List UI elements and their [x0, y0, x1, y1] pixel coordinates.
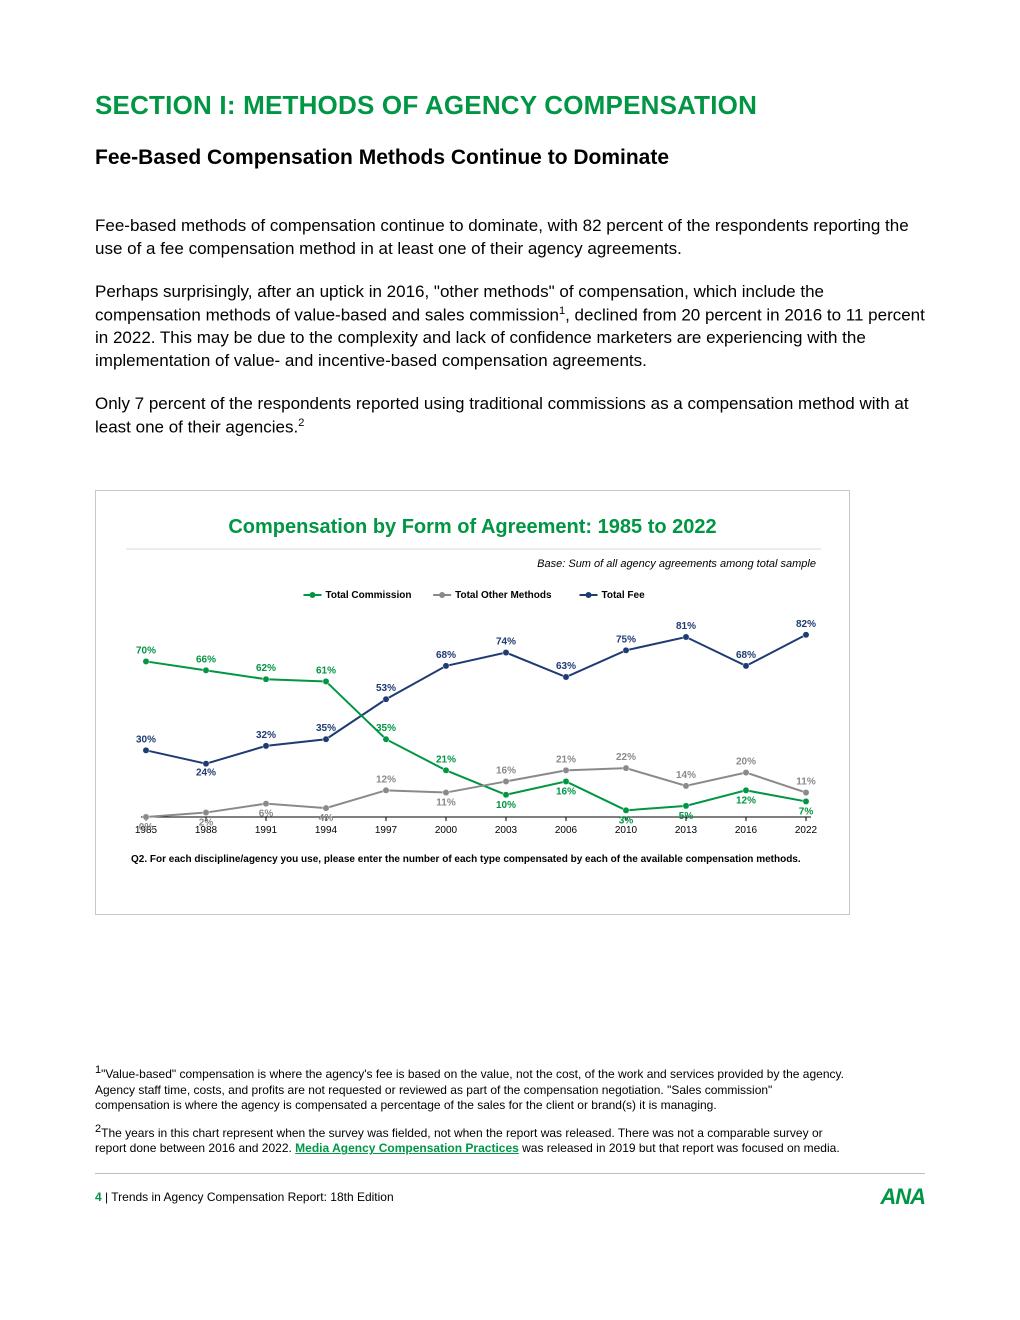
svg-text:5%: 5%	[679, 811, 694, 822]
chart-container: Compensation by Form of Agreement: 1985 …	[95, 490, 850, 915]
footnotes: 1"Value-based" compensation is where the…	[95, 1063, 850, 1165]
svg-text:12%: 12%	[376, 774, 396, 785]
page-number: 4	[95, 1190, 102, 1204]
svg-text:1997: 1997	[375, 825, 398, 836]
svg-text:68%: 68%	[436, 650, 456, 661]
line-chart: Base: Sum of all agency agreements among…	[126, 547, 821, 887]
footer-sep: |	[102, 1190, 112, 1204]
svg-text:35%: 35%	[376, 723, 396, 734]
svg-text:Base: Sum of all agency agreem: Base: Sum of all agency agreements among…	[537, 558, 816, 570]
paragraph-1: Fee-based methods of compensation contin…	[95, 215, 925, 261]
svg-text:4%: 4%	[319, 813, 334, 824]
footer-left: 4 | Trends in Agency Compensation Report…	[95, 1190, 394, 1204]
svg-text:14%: 14%	[676, 770, 696, 781]
footnote-2: 2The years in this chart represent when …	[95, 1122, 850, 1157]
svg-text:35%: 35%	[316, 723, 336, 734]
svg-text:63%: 63%	[556, 661, 576, 672]
svg-text:2022: 2022	[795, 825, 818, 836]
svg-text:11%: 11%	[796, 776, 816, 787]
report-title: Trends in Agency Compensation Report: 18…	[111, 1190, 393, 1204]
svg-text:20%: 20%	[736, 756, 756, 767]
page-footer: 4 | Trends in Agency Compensation Report…	[95, 1173, 925, 1210]
svg-text:74%: 74%	[496, 636, 516, 647]
ana-logo: ANA	[880, 1184, 925, 1210]
svg-text:2013: 2013	[675, 825, 698, 836]
footnote-ref-2: 2	[298, 417, 304, 429]
svg-text:Total Fee: Total Fee	[602, 590, 646, 601]
paragraph-2: Perhaps surprisingly, after an uptick in…	[95, 281, 925, 373]
svg-text:30%: 30%	[136, 734, 156, 745]
svg-text:61%: 61%	[316, 665, 336, 676]
svg-text:16%: 16%	[496, 765, 516, 776]
svg-text:53%: 53%	[376, 683, 396, 694]
svg-text:70%: 70%	[136, 645, 156, 656]
svg-text:Q2. For each discipline/agency: Q2. For each discipline/agency you use, …	[131, 854, 801, 865]
svg-text:75%: 75%	[616, 634, 636, 645]
svg-text:82%: 82%	[796, 619, 816, 630]
svg-text:21%: 21%	[436, 754, 456, 765]
svg-text:12%: 12%	[736, 795, 756, 806]
svg-text:2003: 2003	[495, 825, 518, 836]
svg-text:3%: 3%	[619, 815, 634, 826]
svg-text:Total Other Methods: Total Other Methods	[455, 590, 552, 601]
svg-text:10%: 10%	[496, 800, 516, 811]
svg-text:2%: 2%	[199, 817, 214, 828]
svg-text:24%: 24%	[196, 767, 216, 778]
svg-text:1994: 1994	[315, 825, 338, 836]
fn-text-1: "Value-based" compensation is where the …	[95, 1067, 844, 1112]
svg-text:68%: 68%	[736, 650, 756, 661]
svg-text:Total Commission: Total Commission	[326, 590, 412, 601]
svg-text:2010: 2010	[615, 825, 638, 836]
svg-text:6%: 6%	[259, 808, 274, 819]
fn-text-2b: was released in 2019 but that report was…	[519, 1141, 840, 1155]
section-title: SECTION I: METHODS OF AGENCY COMPENSATIO…	[95, 90, 925, 121]
chart-title: Compensation by Form of Agreement: 1985 …	[126, 516, 819, 539]
svg-text:32%: 32%	[256, 730, 276, 741]
svg-text:1991: 1991	[255, 825, 278, 836]
svg-text:0%: 0%	[139, 822, 154, 833]
svg-text:62%: 62%	[256, 663, 276, 674]
svg-text:7%: 7%	[799, 806, 814, 817]
svg-text:11%: 11%	[436, 797, 456, 808]
svg-text:2000: 2000	[435, 825, 458, 836]
subsection-title: Fee-Based Compensation Methods Continue …	[95, 146, 925, 170]
footnote-link[interactable]: Media Agency Compensation Practices	[295, 1141, 519, 1155]
svg-text:21%: 21%	[556, 754, 576, 765]
svg-text:22%: 22%	[616, 752, 636, 763]
svg-text:66%: 66%	[196, 654, 216, 665]
svg-text:2006: 2006	[555, 825, 578, 836]
footnote-1: 1"Value-based" compensation is where the…	[95, 1063, 850, 1114]
svg-text:16%: 16%	[556, 786, 576, 797]
svg-text:81%: 81%	[676, 621, 696, 632]
paragraph-3: Only 7 percent of the respondents report…	[95, 393, 925, 440]
paragraph-3a: Only 7 percent of the respondents report…	[95, 394, 909, 437]
svg-text:2016: 2016	[735, 825, 758, 836]
